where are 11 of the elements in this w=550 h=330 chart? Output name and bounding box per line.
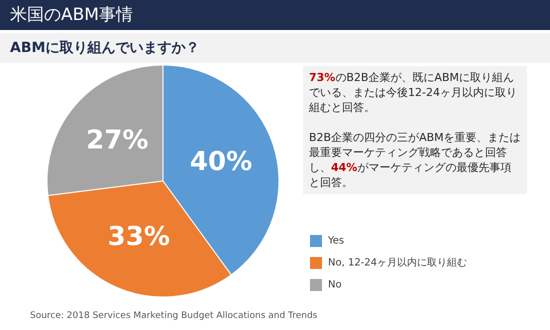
chart-title: 米国のABM事情 (0, 0, 550, 30)
data-label: 27% (86, 126, 148, 156)
text: 73%のB2B企業が、既にABMに取り組んでいる、または今後12-24ヶ月以内に取り組むと回答。 (309, 71, 517, 114)
legend-label: No (328, 280, 342, 290)
data-label: 40% (190, 147, 252, 178)
legend-label: Yes (327, 236, 344, 246)
legend-label: No, 12-24ヶ月以内に取り組む (328, 256, 468, 268)
source-note: Source: 2018 Services Marketing Budget Allocations and Trends (30, 311, 318, 321)
chart-subtitle: ABMに取り組んでいますか？ (0, 33, 550, 63)
text: B2B企業の四分の三がABMを重要、または最重要マーケティング戦略であると回答し、44%がマーケティングの最優先事項と回答。 (309, 131, 521, 189)
data-label: 33% (108, 222, 170, 252)
